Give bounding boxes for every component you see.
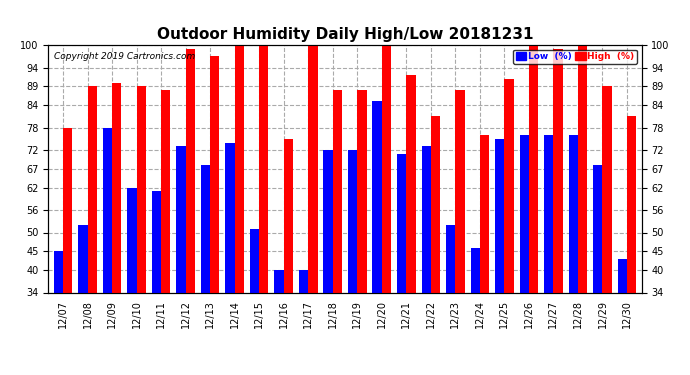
- Bar: [235, 45, 244, 375]
- Bar: [602, 86, 612, 375]
- Bar: [627, 116, 636, 375]
- Bar: [201, 165, 210, 375]
- Text: Copyright 2019 Cartronics.com: Copyright 2019 Cartronics.com: [55, 53, 195, 62]
- Bar: [259, 45, 268, 375]
- Bar: [348, 150, 357, 375]
- Bar: [78, 225, 88, 375]
- Bar: [544, 135, 553, 375]
- Title: Outdoor Humidity Daily High/Low 20181231: Outdoor Humidity Daily High/Low 20181231: [157, 27, 533, 42]
- Bar: [495, 139, 504, 375]
- Bar: [250, 229, 259, 375]
- Bar: [177, 146, 186, 375]
- Bar: [186, 49, 195, 375]
- Bar: [431, 116, 440, 375]
- Bar: [210, 56, 219, 375]
- Bar: [446, 225, 455, 375]
- Legend: Low  (%), High  (%): Low (%), High (%): [513, 50, 637, 64]
- Bar: [397, 154, 406, 375]
- Bar: [422, 146, 431, 375]
- Bar: [152, 191, 161, 375]
- Bar: [63, 128, 72, 375]
- Bar: [357, 90, 366, 375]
- Bar: [480, 135, 489, 375]
- Bar: [593, 165, 602, 375]
- Bar: [161, 90, 170, 375]
- Bar: [127, 188, 137, 375]
- Bar: [299, 270, 308, 375]
- Bar: [406, 75, 415, 375]
- Bar: [103, 128, 112, 375]
- Bar: [520, 135, 529, 375]
- Bar: [226, 142, 235, 375]
- Bar: [618, 259, 627, 375]
- Bar: [308, 45, 317, 375]
- Bar: [471, 248, 480, 375]
- Bar: [529, 45, 538, 375]
- Bar: [137, 86, 146, 375]
- Bar: [54, 251, 63, 375]
- Bar: [333, 90, 342, 375]
- Bar: [553, 49, 563, 375]
- Bar: [324, 150, 333, 375]
- Bar: [88, 86, 97, 375]
- Bar: [578, 45, 587, 375]
- Bar: [284, 139, 293, 375]
- Bar: [504, 79, 513, 375]
- Bar: [112, 82, 121, 375]
- Bar: [455, 90, 464, 375]
- Bar: [275, 270, 284, 375]
- Bar: [382, 45, 391, 375]
- Bar: [569, 135, 578, 375]
- Bar: [373, 101, 382, 375]
